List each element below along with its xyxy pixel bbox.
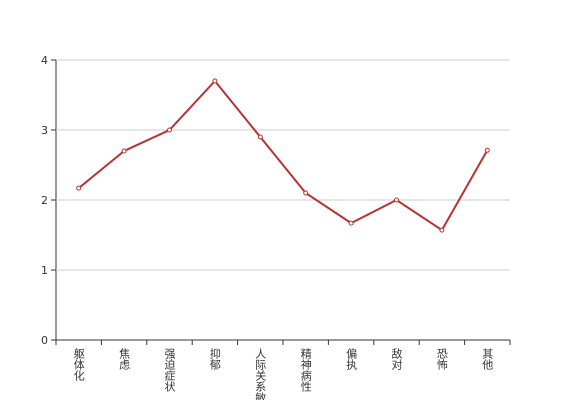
point [394,197,399,203]
point [76,185,82,191]
point [484,147,490,153]
x-tick-label: 强迫症状 [163,348,176,392]
point [303,190,309,196]
x-tick-label: 抑郁 [208,347,221,370]
x-tick-label: 精神病性 [299,348,312,393]
x-tick-label: 人际关系敏感 [254,348,267,400]
point [257,134,263,140]
x-tick-label: 其他 [481,348,494,370]
point [167,127,172,133]
point [348,220,354,226]
x-tick-label: 躯体化 [72,348,85,382]
y-tick-label: 1 [41,264,48,277]
point [121,148,127,154]
y-tick-label: 4 [41,54,48,67]
line [78,79,489,232]
x-tick-label: 恐怖 [435,348,448,370]
y-tick-label: 3 [41,124,48,137]
x-tick-label: 敌对 [390,347,403,370]
x-tick-label: 偏执 [345,347,358,371]
y-tick-label: 2 [41,194,48,207]
y-tick-label: 0 [41,334,48,347]
point [439,227,445,233]
x-tick-label: 焦虑 [118,348,131,370]
point [212,78,218,84]
